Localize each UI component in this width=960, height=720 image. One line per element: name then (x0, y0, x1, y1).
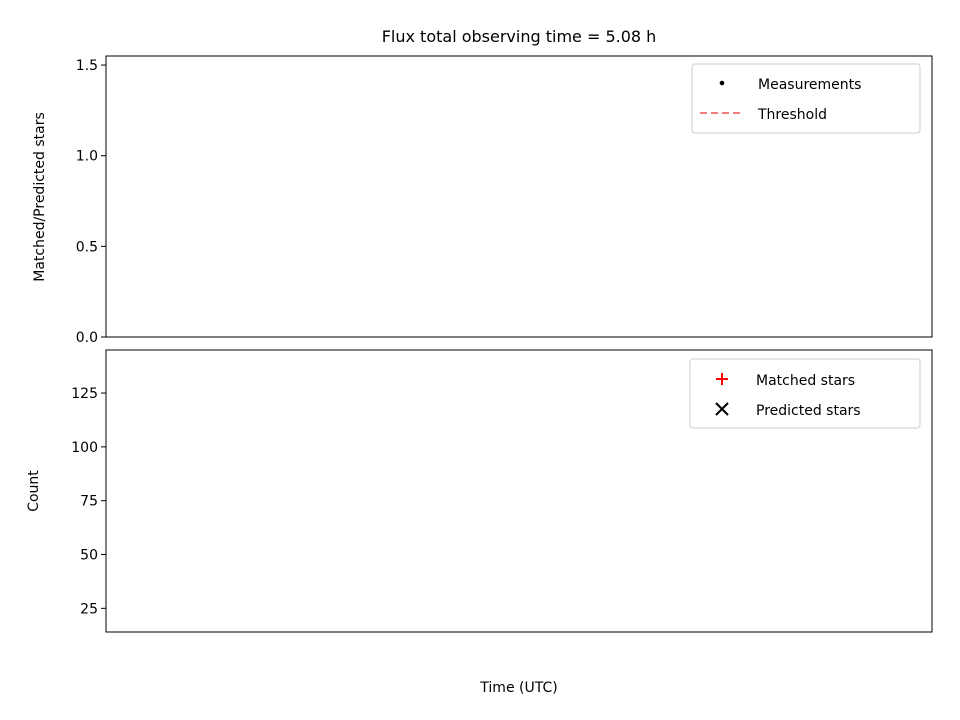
top-legend-box (691, 63, 921, 134)
legend-matched-label: Matched stars (756, 373, 855, 389)
x-axis-label: Time (UTC) (479, 680, 557, 696)
top-plot-frame (105, 55, 933, 338)
legend-predicted-marker (715, 402, 729, 416)
bot-y-tick-label: 100 (71, 440, 98, 456)
chart-title: Flux total observing time = 5.08 h (382, 27, 657, 46)
bot-y-tick-label: 50 (80, 548, 98, 564)
top-y-tick-label: 1.0 (76, 149, 98, 165)
top-panel: 0.0 0.5 1.0 1.5 Matched/Predicted stars Mea… (32, 55, 933, 346)
bottom-plot-frame (105, 349, 933, 633)
legend-measurements-label: Measurements (758, 77, 861, 93)
top-y-tick-label: 0.0 (76, 330, 98, 346)
bot-y-tick-label: 25 (80, 601, 98, 617)
legend-measurements-marker (719, 80, 725, 86)
bottom-legend-box (689, 358, 921, 429)
bottom-y-axis-label: Count (26, 470, 42, 512)
bottom-legend: Matched stars Predicted stars (689, 358, 921, 429)
top-y-axis-label: Matched/Predicted stars (32, 112, 48, 282)
top-legend: Measurements Threshold (691, 63, 921, 134)
top-y-tick-label: 1.5 (76, 58, 98, 74)
legend-predicted-label: Predicted stars (756, 403, 861, 419)
bot-y-tick-label: 125 (71, 386, 98, 402)
bot-y-tick-label: 75 (80, 494, 98, 510)
legend-threshold-label: Threshold (757, 107, 827, 123)
legend-matched-marker (716, 373, 728, 385)
top-y-tick-label: 0.5 (76, 239, 98, 255)
